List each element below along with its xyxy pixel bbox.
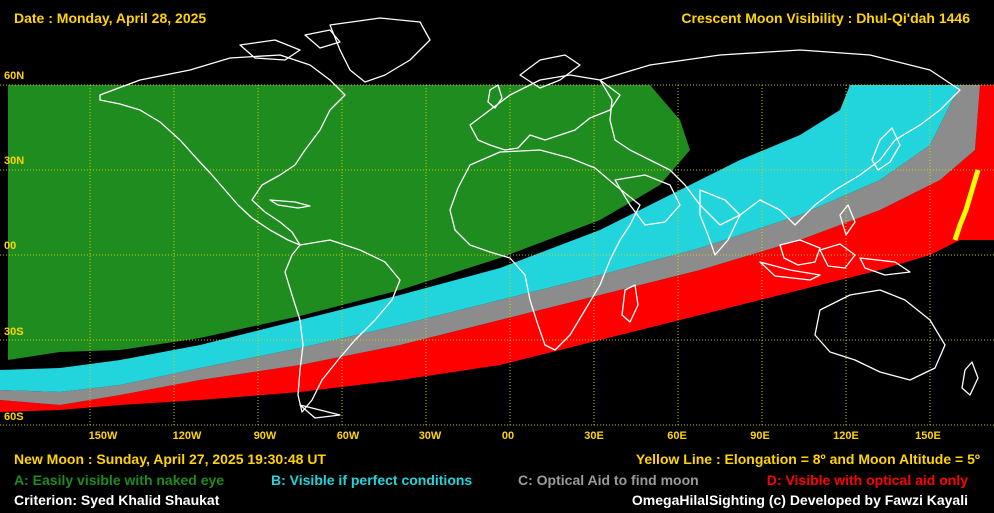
northern-band: [0, 0, 994, 85]
grid: [0, 84, 994, 426]
western-edge-region: [0, 85, 8, 362]
map-title: Crescent Moon Visibility : Dhul-Qi'dah 1…: [681, 10, 970, 26]
lon-label-60w: 60W: [336, 430, 360, 442]
lon-label-120e: 120E: [833, 430, 859, 442]
lon-label-30e: 30E: [584, 430, 604, 442]
lat-label-30s: 30S: [4, 326, 24, 338]
coastlines: [99, 17, 979, 419]
lon-label-60e: 60E: [667, 430, 687, 442]
legend-a: A: Easily visible with naked eye: [14, 472, 225, 488]
legend-b: B: Visible if perfect conditions: [271, 472, 473, 488]
lat-label-60s: 60S: [4, 411, 24, 423]
legend-d: D: Visible with optical aid only: [766, 472, 968, 488]
not-visible-region: [0, 240, 994, 420]
credit-label: OmegaHilalSighting (c) Developed by Fawz…: [631, 492, 968, 508]
legend-c: C: Optical Aid to find moon: [518, 472, 699, 488]
new-moon-label: New Moon : Sunday, April 27, 2025 19:30:…: [14, 451, 326, 467]
lon-label-120w: 120W: [172, 430, 202, 442]
lon-label-150w: 150W: [88, 430, 118, 442]
lon-label-90w: 90W: [253, 430, 277, 442]
criterion-label: Criterion: Syed Khalid Shaukat: [14, 492, 220, 508]
yellow-line-label: Yellow Line : Elongation = 8º and Moon A…: [635, 451, 980, 467]
lon-label-00: 00: [501, 430, 515, 442]
lat-label-00: 00: [4, 240, 17, 252]
lat-label-30n: 30N: [4, 155, 25, 167]
zone-b-region: [0, 85, 960, 392]
lat-label-60n: 60N: [4, 70, 25, 82]
lon-label-30w: 30W: [418, 430, 442, 442]
zone-a-region: [8, 85, 690, 360]
yellow-line: [952, 169, 981, 241]
lon-label-90e: 90E: [750, 430, 770, 442]
date-label: Date : Monday, April 28, 2025: [14, 10, 207, 26]
lon-label-150e: 150E: [915, 430, 941, 442]
